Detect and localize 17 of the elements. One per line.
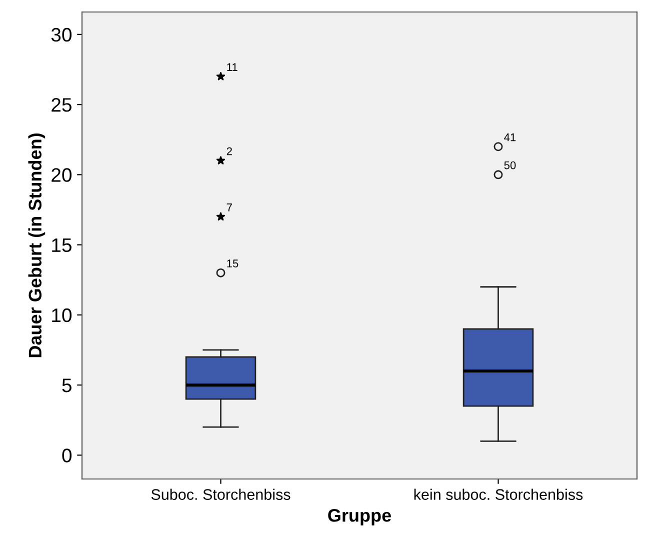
y-tick-label: 20 bbox=[52, 168, 72, 182]
annotation: 11 bbox=[227, 63, 238, 71]
y-tick-label: 25 bbox=[52, 98, 72, 112]
y-tick-label: 15 bbox=[52, 238, 72, 252]
annotation: 41 bbox=[504, 133, 516, 142]
y-tick-label: 5 bbox=[62, 378, 72, 392]
y-axis-title: Dauer Geburt (in Stunden) bbox=[28, 134, 46, 358]
x-axis-title: Gruppe bbox=[328, 508, 391, 526]
x-tick-label: Suboc. Storchenbiss bbox=[151, 488, 290, 500]
annotation: 7 bbox=[226, 204, 232, 212]
y-tick-label: 30 bbox=[51, 28, 72, 42]
y-tick-label: 0 bbox=[62, 448, 72, 462]
annotation: 50 bbox=[504, 161, 516, 170]
x-tick-label: kein suboc. Storchenbiss bbox=[414, 488, 583, 500]
annotation: 15 bbox=[227, 260, 238, 268]
annotation: 2 bbox=[226, 147, 232, 156]
y-tick-label: 10 bbox=[52, 308, 72, 322]
